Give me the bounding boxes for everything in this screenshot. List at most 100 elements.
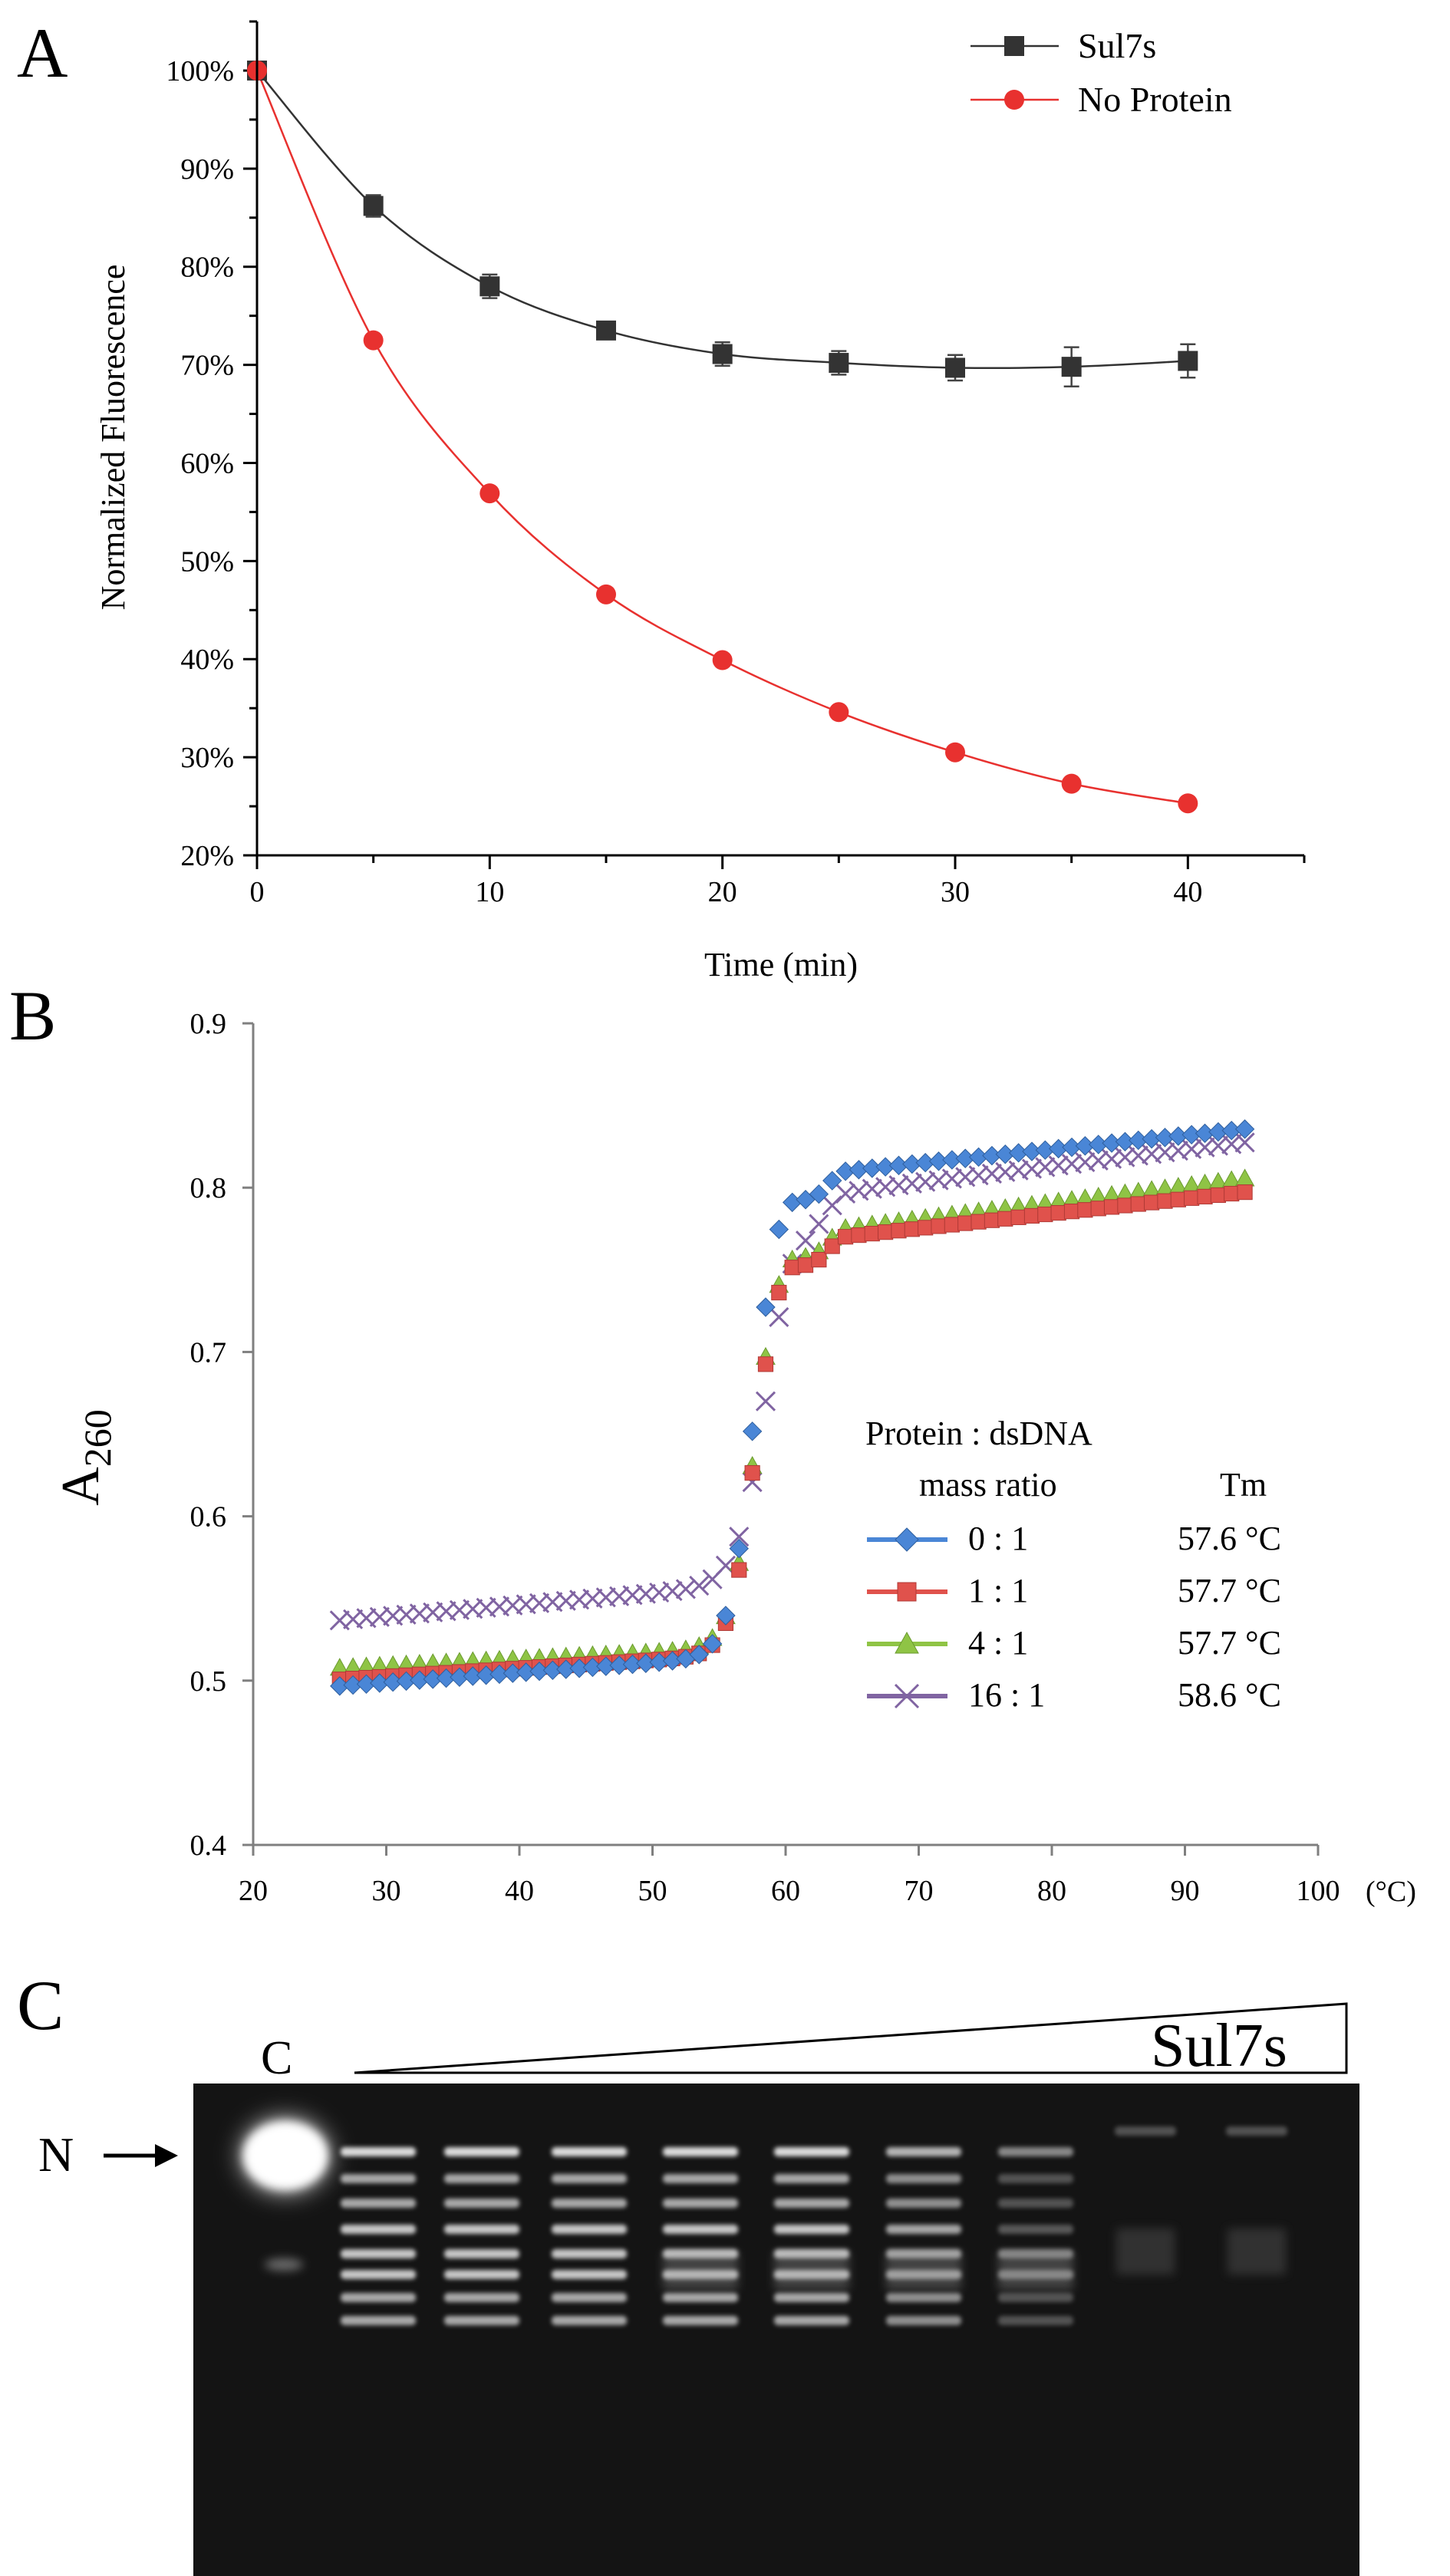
chart-b-point-series-1 [1063, 1204, 1080, 1220]
gel-band [663, 2293, 738, 2302]
gel-band [341, 2270, 416, 2279]
gel-band [774, 2316, 849, 2325]
chart-b-point-series-0 [689, 1645, 709, 1665]
gel-n-label: N [38, 2127, 74, 2182]
gel-band [552, 2316, 627, 2325]
gel-band [444, 2316, 519, 2325]
gel-band [341, 2293, 416, 2302]
chart-b-point-series-0 [729, 1538, 749, 1559]
gel-control-band [243, 2122, 328, 2189]
chart-a-x-tick-label: 30 [941, 876, 970, 908]
gel-background [193, 2084, 1359, 2576]
legend-noprotein-marker [1004, 90, 1024, 110]
gel-band [774, 2225, 849, 2234]
chart-b-point-series-1 [784, 1260, 800, 1276]
gel-band [886, 2199, 961, 2208]
chart-b-point-series-1 [851, 1227, 867, 1244]
gel-band [886, 2174, 961, 2183]
chart-a-y-tick-label: 80% [180, 252, 234, 284]
chart-a-point-noprotein [1061, 773, 1082, 794]
chart-b-x-tick-label: 40 [505, 1875, 534, 1907]
chart-a-y-tick-label: 20% [180, 840, 234, 872]
legend-b-ratio-label: 4 : 1 [968, 1624, 1028, 1662]
chart-b-x-tick-label: 80 [1037, 1875, 1066, 1907]
chart-b-point-series-3 [795, 1230, 816, 1251]
gel-band [444, 2270, 519, 2279]
legend-b-tm-value: 57.7 °C [1178, 1624, 1281, 1662]
chart-a-y-tick-label: 60% [180, 447, 234, 479]
chart-a-point-noprotein [479, 483, 500, 504]
chart-a-x-tick-label: 0 [250, 876, 265, 908]
gel-band [663, 2147, 738, 2156]
chart-b-point-series-0 [742, 1421, 763, 1441]
chart-b-point-series-1 [744, 1464, 760, 1481]
chart-b-point-series-1 [1077, 1202, 1093, 1218]
gel-band [886, 2225, 961, 2234]
chart-a-point-noprotein [596, 584, 616, 604]
legend-b-title-1: Protein : dsDNA [865, 1415, 1092, 1452]
chart-b-point-series-1 [891, 1223, 907, 1239]
chart-a: 0 10 20 30 40 20% 30% 40% 50% 60% 70% 80% 90% 100% No… [94, 20, 1306, 983]
chart-b-x-tick-label: 90 [1171, 1875, 1200, 1907]
chart-b-point-series-3 [1234, 1132, 1255, 1153]
chart-a-x-tick-label: 40 [1173, 876, 1202, 908]
chart-b-point-series-2 [1234, 1168, 1255, 1187]
gel-band [552, 2249, 627, 2258]
chart-b-point-series-1 [1144, 1194, 1160, 1211]
gel-band [341, 2199, 416, 2208]
chart-b-legend: Protein : dsDNA mass ratio Tm 0 : 1 57.6 … [865, 1415, 1281, 1714]
chart-b-point-series-1 [824, 1238, 840, 1254]
chart-b-point-series-1 [1117, 1197, 1133, 1214]
legend-b-tm-header: Tm [1220, 1466, 1267, 1504]
gel-gradient-wedge [354, 2002, 1348, 2074]
chart-a-point-sul7s [712, 344, 733, 364]
chart-b-x-tick-label: 50 [638, 1875, 667, 1907]
gel-band [998, 2147, 1073, 2156]
chart-a-point-noprotein [363, 330, 384, 351]
chart-b-point-series-1 [1050, 1204, 1066, 1221]
chart-b-y-tick-label: 0.4 [190, 1830, 227, 1862]
chart-b-x-tick-label: 100 [1297, 1875, 1340, 1907]
gel-band [663, 2174, 738, 2183]
chart-b-point-series-1 [757, 1356, 774, 1372]
gel-band [998, 2199, 1073, 2208]
chart-a-series-line-1 [255, 70, 1188, 805]
chart-a-legend: Sul7s No Protein [971, 26, 1232, 119]
gel-band [774, 2199, 849, 2208]
chart-a-y-title: Normalized Fluorescence [94, 265, 132, 611]
gel-band [444, 2225, 519, 2234]
chart-a-point-noprotein [945, 742, 965, 763]
chart-b-point-series-0 [756, 1297, 776, 1317]
legend-b-marker [894, 1683, 920, 1709]
gel-n-arrow [104, 2144, 178, 2167]
chart-b-point-series-1 [1103, 1199, 1120, 1215]
legend-b-ratio-label: 16 : 1 [968, 1676, 1045, 1714]
gel-band [552, 2174, 627, 2183]
chart-b-x-tick-label: 30 [372, 1875, 401, 1907]
gel-band [341, 2174, 416, 2183]
chart-b-point-series-1 [771, 1284, 787, 1301]
legend-b-tm-value: 58.6 °C [1178, 1676, 1281, 1714]
chart-a-y-tick-label: 100% [166, 55, 234, 87]
chart-b-point-series-0 [1234, 1119, 1255, 1139]
chart-a-y-tick-label: 90% [180, 153, 234, 186]
gel-band [552, 2199, 627, 2208]
gel-band [886, 2293, 961, 2302]
legend-b-ratio-label: 1 : 1 [968, 1572, 1028, 1609]
gel-band [774, 2174, 849, 2183]
gel-band [341, 2147, 416, 2156]
chart-b-point-series-3 [755, 1391, 776, 1412]
chart-a-x-tick-label: 10 [475, 876, 504, 908]
chart-b-point-series-3 [729, 1527, 750, 1547]
chart-b-point-series-3 [675, 1579, 696, 1599]
chart-b-y-title: A260 [51, 1409, 119, 1506]
legend-b-marker [895, 1631, 919, 1654]
chart-b-point-series-1 [918, 1220, 934, 1236]
chart-b-point-series-1 [1184, 1190, 1200, 1206]
legend-b-tm-value: 57.6 °C [1178, 1520, 1281, 1557]
legend-b-ratio-label: 0 : 1 [968, 1520, 1028, 1557]
legend-sul7s-marker [1004, 36, 1024, 56]
gel-control-label: C [261, 2032, 292, 2084]
chart-b-point-series-1 [837, 1229, 854, 1245]
chart-b-point-series-1 [944, 1217, 960, 1233]
